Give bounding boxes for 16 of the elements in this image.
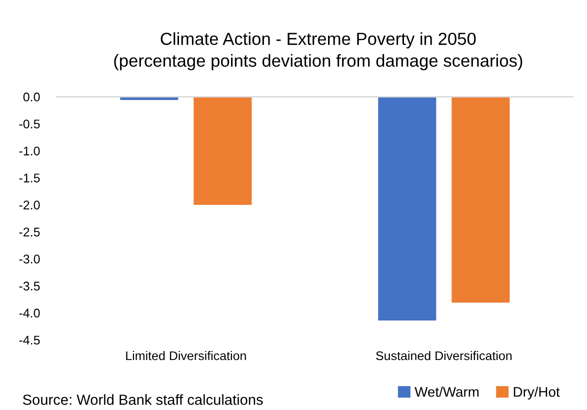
- x-tick-label: Sustained Diversification: [376, 351, 512, 360]
- source-note: Source: World Bank staff calculations: [22, 394, 263, 405]
- y-tick-label: -2.5: [19, 228, 40, 236]
- legend-label: Dry/Hot: [514, 386, 560, 400]
- y-tick-label: -3.5: [19, 282, 40, 291]
- legend-label: Wet/Warm: [414, 386, 479, 397]
- y-tick-label: -4.5: [19, 336, 40, 345]
- y-tick-label: -1.5: [19, 174, 40, 182]
- y-tick-label: -1.0: [19, 146, 40, 156]
- y-tick-label: 0.0: [23, 92, 40, 102]
- x-tick-label: Limited Diversification: [126, 351, 246, 360]
- y-tick-label: -4.0: [19, 308, 40, 318]
- y-tick-label: -0.5: [19, 120, 40, 128]
- y-tick-label: -2.0: [19, 200, 40, 210]
- chart-title: Climate Action - Extreme Poverty in 2050 (percentage points deviation from damage scenarios): [114, 32, 522, 70]
- y-tick-label: -3.0: [19, 254, 40, 264]
